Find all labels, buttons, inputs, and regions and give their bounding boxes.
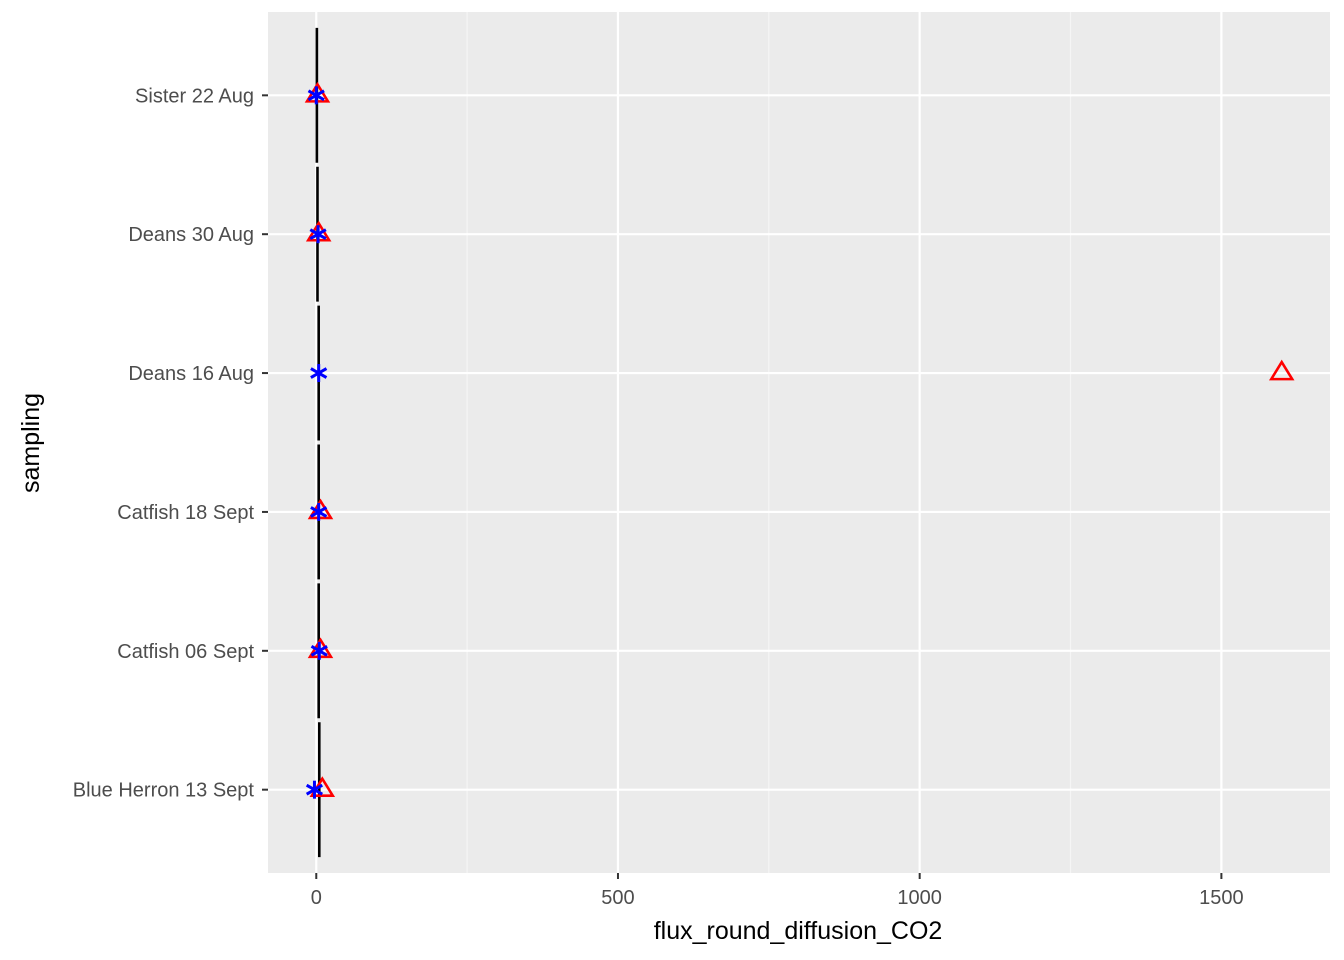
x-tick-label: 500: [601, 887, 634, 909]
star-stroke: [309, 228, 327, 240]
star-point: [310, 502, 328, 521]
y-tick-label: Deans 16 Aug: [128, 363, 254, 385]
star-stroke: [310, 506, 328, 518]
x-axis-title: flux_round_diffusion_CO2: [654, 917, 943, 945]
axes: 0 500 1000 1500 Blue Herron 13 Sept Catfish 0…: [73, 85, 1244, 909]
y-axis-title: sampling: [17, 393, 45, 493]
y-tick-label: Catfish 06 Sept: [117, 641, 254, 663]
star-stroke: [310, 645, 328, 657]
star-stroke: [310, 367, 328, 379]
star-point: [305, 780, 324, 799]
x-tick-label: 1000: [897, 887, 942, 909]
triangle-point: [1268, 359, 1295, 381]
y-tick-label: Blue Herron 13 Sept: [73, 780, 255, 802]
star-point: [309, 225, 327, 244]
star-point: [307, 86, 325, 105]
star-stroke: [305, 783, 324, 796]
x-tick-label: 1500: [1199, 887, 1244, 909]
star-point: [310, 364, 328, 383]
data-marks: [304, 27, 1295, 858]
x-tick-label: 0: [311, 887, 322, 909]
grid-lines: [268, 12, 1330, 873]
star-stroke: [307, 89, 325, 102]
y-tick-label: Catfish 18 Sept: [117, 502, 254, 524]
star-point: [310, 641, 328, 660]
y-tick-label: Deans 30 Aug: [128, 224, 254, 246]
y-tick-label: Sister 22 Aug: [135, 85, 254, 107]
panel-background: [268, 12, 1330, 873]
